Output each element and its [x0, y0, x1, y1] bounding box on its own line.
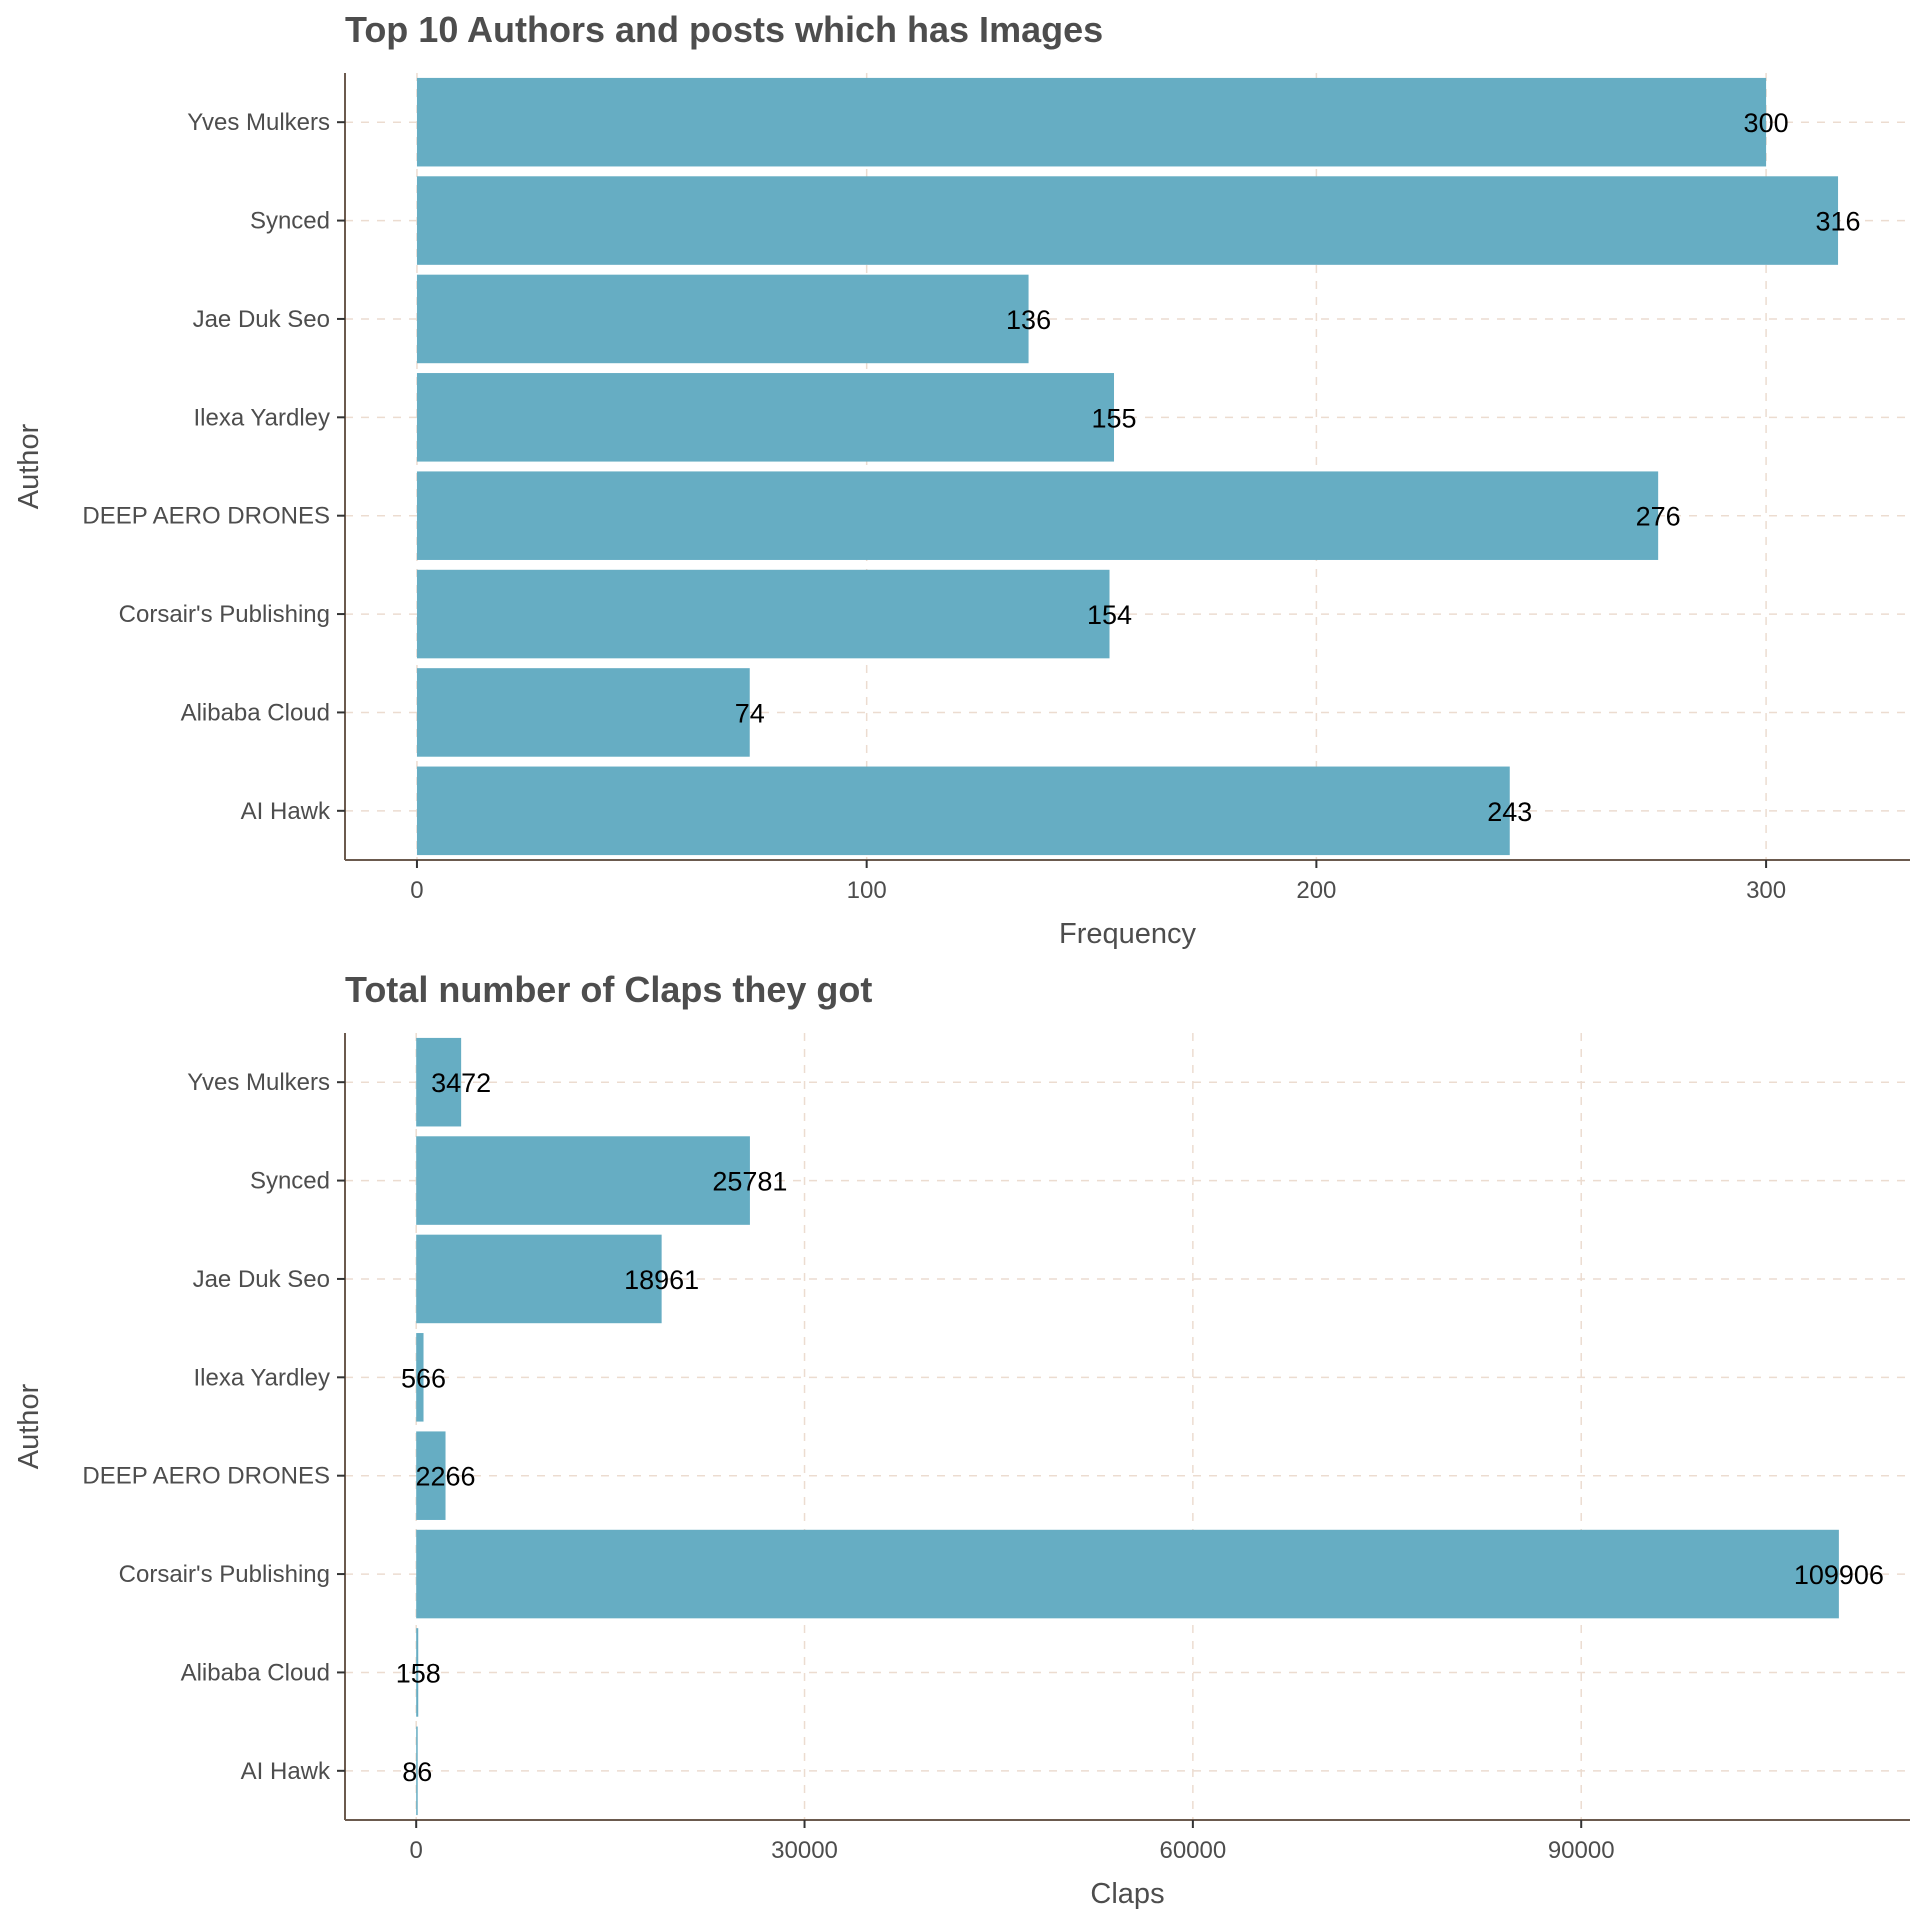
x-tick-label: 200	[1296, 877, 1336, 904]
bar	[416, 1529, 1839, 1619]
y-tick-label: Corsair's Publishing	[119, 601, 330, 628]
y-axis-title: Author	[13, 423, 45, 509]
bar	[416, 1333, 424, 1422]
x-tick-label: 60000	[1159, 1837, 1226, 1864]
y-tick-label: Ilexa Yardley	[193, 1364, 330, 1391]
data-label: 243	[1487, 797, 1532, 827]
data-label: 2266	[415, 1462, 475, 1492]
bar	[416, 668, 750, 757]
claps-chart: Total number of Claps they got 3472 25781 1…	[13, 969, 1910, 1910]
y-tick-label: AI Hawk	[241, 798, 331, 825]
y-tick-label: Ilexa Yardley	[193, 404, 330, 431]
bar	[416, 176, 1839, 265]
x-tick-label: 30000	[771, 1837, 838, 1864]
data-label: 300	[1744, 108, 1789, 138]
chart-title: Top 10 Authors and posts which has Image…	[345, 9, 1103, 50]
bar	[416, 1628, 419, 1717]
x-tick-label: 0	[410, 877, 423, 904]
x-tick-label: 100	[847, 877, 887, 904]
bar	[416, 1431, 446, 1520]
data-label: 566	[401, 1363, 446, 1393]
data-label: 276	[1636, 502, 1681, 532]
x-tick-label: 90000	[1548, 1837, 1615, 1864]
y-tick-label: Alibaba Cloud	[181, 699, 330, 726]
y-tick-label: Yves Mulkers	[187, 109, 330, 136]
data-label: 154	[1087, 600, 1132, 630]
y-axis-title: Author	[13, 1383, 45, 1469]
bar	[416, 77, 1767, 167]
data-label: 109906	[1794, 1560, 1884, 1590]
bar	[416, 373, 1115, 462]
data-label: 86	[402, 1757, 432, 1787]
data-label: 74	[735, 698, 765, 728]
x-axis-title: Claps	[1090, 1878, 1164, 1910]
data-label: 3472	[431, 1068, 491, 1098]
x-tick-label: 0	[410, 1837, 423, 1864]
y-tick-label: Corsair's Publishing	[119, 1561, 330, 1588]
bar	[416, 1234, 662, 1324]
data-label: 155	[1091, 403, 1136, 433]
data-label: 316	[1816, 207, 1861, 237]
data-label: 25781	[712, 1167, 787, 1197]
x-axis-title: Frequency	[1059, 918, 1197, 950]
bar	[416, 1726, 418, 1816]
bar	[416, 471, 1659, 560]
y-tick-label: Alibaba Cloud	[181, 1659, 330, 1686]
y-tick-label: Jae Duk Seo	[193, 1266, 330, 1293]
y-tick-label: DEEP AERO DRONES	[82, 503, 330, 530]
bar	[416, 1037, 462, 1127]
y-tick-label: Jae Duk Seo	[193, 306, 330, 333]
bar	[416, 1136, 750, 1225]
y-tick-label: AI Hawk	[241, 1758, 331, 1785]
chart-title: Total number of Claps they got	[345, 969, 872, 1010]
y-tick-label: Yves Mulkers	[187, 1069, 330, 1096]
bar	[416, 569, 1110, 659]
data-label: 158	[396, 1658, 441, 1688]
x-tick-label: 300	[1746, 877, 1786, 904]
bar	[416, 274, 1029, 364]
y-tick-label: DEEP AERO DRONES	[82, 1463, 330, 1490]
frequency-chart: Top 10 Authors and posts which has Image…	[13, 9, 1910, 950]
y-tick-label: Synced	[250, 208, 330, 235]
data-label: 136	[1006, 305, 1051, 335]
bar	[416, 766, 1510, 856]
y-tick-label: Synced	[250, 1168, 330, 1195]
data-label: 18961	[624, 1265, 699, 1295]
